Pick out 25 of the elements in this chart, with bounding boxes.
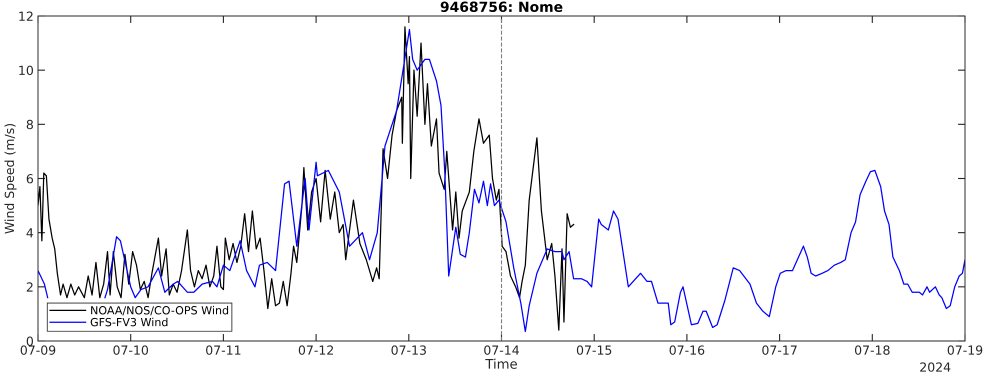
legend-label: GFS-FV3 Wind (90, 318, 168, 326)
text: 2024 (920, 362, 950, 372)
x-tick-label: 07-18 (854, 345, 890, 355)
line-series (38, 26, 574, 331)
y-tick-label: 12 (19, 11, 33, 21)
x-tick-label: 07-19 (948, 345, 982, 355)
y-tick-label: 10 (19, 66, 34, 76)
x-tick-label: 07-15 (576, 345, 612, 355)
x-tick-label: 07-13 (391, 345, 426, 355)
x-tick-label: 07-11 (206, 345, 240, 355)
y-tick-label: 8 (26, 120, 33, 130)
x-tick-label: 07-17 (762, 345, 797, 355)
chart-title: 9468756: Nome (440, 2, 562, 12)
legend-label: NOAA/NOS/CO-OPS Wind (91, 306, 228, 316)
x-axis-title: Time (485, 358, 517, 369)
y-axis-title: Wind Speed (m/s) (4, 124, 17, 234)
x-tick-label: 07-10 (113, 345, 148, 355)
x-tick-label: 07-16 (670, 345, 704, 355)
y-tick-label: 6 (26, 174, 34, 184)
x-tick-label: 07-12 (298, 345, 334, 355)
y-tick-label: 4 (26, 228, 34, 238)
y-tick-label: 0 (26, 336, 34, 346)
x-tick-label: 07-14 (484, 345, 519, 355)
y-tick-label: 2 (26, 282, 33, 292)
x-tick-label: 07-09 (20, 345, 56, 355)
